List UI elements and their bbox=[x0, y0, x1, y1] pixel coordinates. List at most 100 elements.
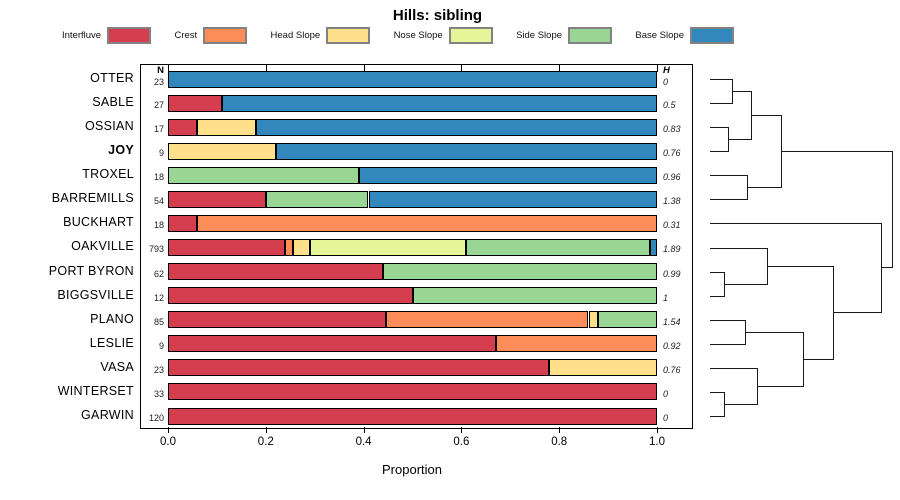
row-label: PORT BYRON bbox=[48, 263, 134, 278]
h-value: 0.5 bbox=[663, 100, 676, 111]
bar-segment-head-slope bbox=[168, 142, 276, 160]
legend-swatch bbox=[203, 27, 248, 44]
legend-label: Base Slope bbox=[635, 30, 684, 41]
axis-tick-label: 0.4 bbox=[355, 436, 372, 448]
legend-swatch bbox=[448, 27, 493, 44]
dendrogram-line bbox=[781, 115, 782, 188]
dendrogram-line bbox=[747, 187, 782, 188]
axis-tick-label: 0.8 bbox=[551, 436, 568, 448]
legend-item: Nose Slope bbox=[394, 27, 493, 44]
axis-tick-bottom bbox=[461, 427, 463, 433]
n-value: 85 bbox=[153, 316, 164, 327]
dendrogram-line bbox=[751, 115, 782, 116]
bar-segment-side-slope bbox=[265, 190, 369, 208]
dendrogram-line bbox=[710, 127, 729, 128]
n-value: 9 bbox=[158, 340, 164, 351]
h-value: 0.96 bbox=[663, 172, 681, 183]
bar-segment-crest bbox=[285, 239, 293, 256]
bar-segment-interfluve bbox=[168, 214, 198, 232]
h-value: 0.83 bbox=[663, 124, 681, 135]
dendrogram-line bbox=[732, 79, 733, 104]
dendrogram-line bbox=[833, 266, 834, 360]
row-label: SABLE bbox=[92, 95, 134, 110]
chart-title: Hills: sibling bbox=[392, 7, 483, 24]
bar-segment-crest bbox=[495, 335, 657, 353]
dendrogram-line bbox=[728, 127, 729, 152]
bar-segment-crest bbox=[197, 214, 657, 232]
axis-tick-bottom bbox=[559, 427, 561, 433]
bar-segment-base-slope bbox=[221, 94, 657, 112]
axis-tick-top bbox=[265, 65, 267, 72]
legend-swatch bbox=[107, 27, 152, 44]
n-column-header: N bbox=[157, 65, 164, 76]
bar-segment-interfluve bbox=[168, 287, 413, 305]
dendrogram-line bbox=[710, 79, 733, 80]
dendrogram-line bbox=[724, 284, 768, 285]
h-value: 0 bbox=[663, 77, 669, 87]
dendrogram-line bbox=[745, 320, 746, 345]
n-value: 23 bbox=[153, 77, 164, 87]
bar-segment-base-slope bbox=[256, 118, 657, 136]
dendrogram-line bbox=[710, 151, 729, 152]
n-value: 793 bbox=[148, 244, 164, 255]
row-label: JOY bbox=[108, 143, 134, 158]
n-value: 23 bbox=[153, 364, 164, 375]
dendrogram-line bbox=[803, 359, 834, 360]
n-value: 62 bbox=[153, 268, 164, 279]
n-value: 17 bbox=[153, 124, 164, 135]
row-label: GARWIN bbox=[81, 407, 134, 422]
axis-tick-bottom bbox=[265, 427, 267, 433]
legend-swatch bbox=[568, 27, 613, 44]
dendrogram-line bbox=[710, 175, 748, 176]
legend-label: Head Slope bbox=[270, 30, 321, 41]
row-label: OAKVILLE bbox=[71, 239, 134, 254]
axis-tick-bottom bbox=[168, 427, 169, 433]
dendrogram-line bbox=[767, 266, 834, 267]
bar-segment-base-slope bbox=[368, 190, 657, 208]
dendrogram-line bbox=[710, 103, 733, 104]
h-value: 1.54 bbox=[663, 316, 681, 327]
legend-item: Base Slope bbox=[635, 27, 734, 44]
legend-label: Side Slope bbox=[516, 30, 563, 41]
dendrogram-line bbox=[710, 272, 725, 273]
row-label: PLANO bbox=[90, 311, 134, 326]
dendrogram-line bbox=[833, 312, 882, 313]
h-value: 0.76 bbox=[663, 148, 681, 159]
legend-item: Side Slope bbox=[516, 27, 613, 44]
dendrogram-line bbox=[757, 386, 804, 387]
row-label: LESLIE bbox=[89, 335, 134, 350]
dendrogram-line bbox=[803, 332, 804, 387]
n-value: 18 bbox=[153, 220, 164, 231]
n-value: 27 bbox=[153, 100, 164, 111]
bar-segment-interfluve bbox=[168, 118, 198, 136]
dendrogram-line bbox=[728, 139, 752, 140]
n-value: 54 bbox=[153, 196, 164, 207]
legend-item: Crest bbox=[174, 27, 248, 44]
row-label: BARREMILLS bbox=[51, 191, 134, 206]
bar-segment-side-slope bbox=[168, 166, 359, 184]
axis-tick-label: 0.2 bbox=[257, 436, 274, 448]
bar-segment-interfluve bbox=[168, 263, 384, 281]
row-label: VASA bbox=[100, 359, 134, 374]
bar-segment-interfluve bbox=[168, 359, 550, 377]
dendrogram-line bbox=[881, 223, 882, 313]
legend: Interfluve Crest Head Slope Nose Slope Side … bbox=[62, 27, 734, 44]
bar-segment-base-slope bbox=[168, 70, 657, 88]
bar-segment-head-slope bbox=[549, 359, 657, 377]
axis-tick-top bbox=[168, 65, 169, 72]
dendrogram-line bbox=[710, 368, 758, 369]
h-value: 0.92 bbox=[663, 340, 681, 351]
row-label: BIGGSVILLE bbox=[57, 287, 134, 302]
axis-tick-bottom bbox=[657, 427, 658, 433]
axis-tick-label: 0.6 bbox=[453, 436, 470, 448]
dendrogram-line bbox=[881, 267, 893, 268]
h-value: 1.89 bbox=[663, 244, 681, 255]
bar-segment-interfluve bbox=[168, 94, 222, 112]
legend-swatch bbox=[326, 27, 371, 44]
bar-segment-base-slope bbox=[358, 166, 657, 184]
n-value: 18 bbox=[153, 172, 164, 183]
bar-segment-side-slope bbox=[412, 287, 657, 305]
row-label: OTTER bbox=[90, 71, 134, 85]
n-value: 120 bbox=[148, 412, 164, 423]
row-label: OSSIAN bbox=[84, 119, 134, 134]
